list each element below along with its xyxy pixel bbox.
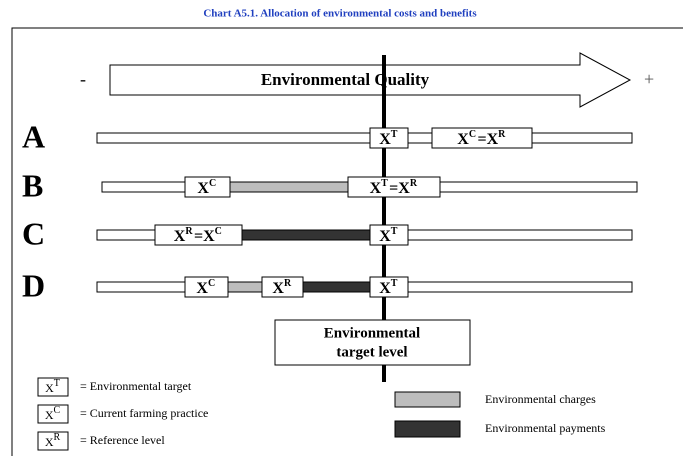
symbol-text: XT [379,129,399,147]
symbol-base: X [174,228,186,245]
symbol-base: X [487,131,499,148]
charges-segment [229,181,351,193]
symbol-base: X [196,280,208,297]
frame [11,27,683,456]
symbol-base: X [398,180,410,197]
symbol-text: XC [197,178,217,196]
symbol-sup: R [410,178,418,189]
spacer [215,280,216,297]
symbol-box [431,127,533,149]
arrow-label: Environmental Quality [261,70,430,89]
spacer [397,131,398,148]
legend-symbol: XR [45,432,61,448]
symbol-sup: T [391,278,398,289]
symbol-base: X [197,180,209,197]
spacer [60,435,61,449]
symbol-box [261,276,304,298]
spacer [417,180,418,197]
legend-text: = Environmental target [80,379,192,393]
legend-text: = Current farming practice [80,406,208,420]
legend-text: = Reference level [80,433,165,447]
legend-symbol: XT [45,378,61,394]
symbol-box [369,224,409,246]
symbol-sup: C [208,278,215,289]
payments-segment [302,281,371,293]
symbol-sup: T [381,178,388,189]
legend-symbol: XC [45,405,61,421]
separator: = [477,131,486,148]
symbol-sup: R [498,129,506,140]
symbol-base: X [272,280,284,297]
row-label: C [22,215,45,251]
symbol-box [369,276,409,298]
symbol-sup: T [391,226,398,237]
target-box [274,319,471,366]
title: Chart A5.1. Allocation of environmental … [203,8,477,20]
legend-box [37,377,69,397]
spacer [216,180,217,197]
symbol-base: X [379,280,391,297]
symbol-text: XR =XC [174,226,223,244]
symbol-box [347,176,441,198]
symbol-box [369,127,409,149]
symbol-text: XC =XR [457,129,506,147]
symbol-sup: C [215,226,222,237]
symbol-base: X [45,435,54,449]
symbol-text: XT [379,226,399,244]
spacer [397,228,398,245]
symbol-box [184,276,229,298]
charges-swatch [394,391,461,408]
symbol-base: X [370,180,382,197]
plus: + [644,69,654,89]
legend-box [37,431,69,451]
legend-text: Environmental charges [485,392,596,406]
spacer [291,280,292,297]
row-label: B [22,167,43,203]
row-label: A [22,118,45,154]
symbol-text: XR [272,278,292,296]
charges-segment [227,281,263,293]
symbol-base: X [379,131,391,148]
symbol-base: X [203,228,215,245]
spacer [60,408,61,422]
symbol-sup: C [53,405,60,416]
symbol-base: X [45,408,54,422]
row-bar [96,132,633,144]
legend-box [37,404,69,424]
symbol-text: XT =XR [370,178,419,196]
symbol-sup: R [185,226,193,237]
row-label: D [22,267,45,303]
symbol-sup: T [54,378,60,389]
target-text: Environmental [324,325,420,341]
symbol-box [154,224,243,246]
separator: = [194,228,203,245]
symbol-text: XT [379,278,399,296]
symbol-sup: R [284,278,292,289]
symbol-box [184,176,231,198]
symbol-base: X [45,381,54,395]
target-text: target level [336,344,407,360]
minus: - [80,69,86,89]
legend-text: Environmental payments [485,421,606,435]
spacer [505,131,506,148]
spacer [397,280,398,297]
symbol-base: X [379,228,391,245]
symbol-text: XC [196,278,216,296]
quality-arrow [109,52,632,108]
payments-segment [241,229,371,241]
symbol-sup: C [469,129,476,140]
symbol-sup: C [209,178,216,189]
spacer [222,228,223,245]
symbol-sup: R [53,432,60,443]
symbol-sup: T [391,129,398,140]
payments-swatch [394,420,461,438]
symbol-base: X [457,131,469,148]
spacer [60,381,61,395]
separator: = [389,180,398,197]
